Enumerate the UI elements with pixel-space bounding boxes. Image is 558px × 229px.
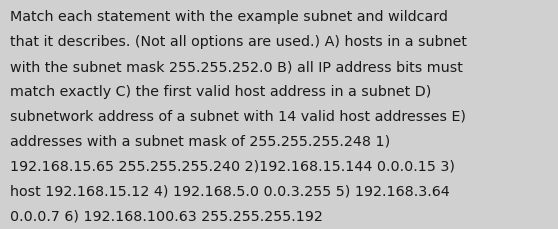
- Text: Match each statement with the example subnet and wildcard: Match each statement with the example su…: [10, 10, 448, 24]
- Text: that it describes. (Not all options are used.) A) hosts in a subnet: that it describes. (Not all options are …: [10, 35, 467, 49]
- Text: addresses with a subnet mask of 255.255.255.248 1): addresses with a subnet mask of 255.255.…: [10, 134, 390, 148]
- Text: 0.0.0.7 6) 192.168.100.63 255.255.255.192: 0.0.0.7 6) 192.168.100.63 255.255.255.19…: [10, 208, 323, 222]
- Text: with the subnet mask 255.255.252.0 B) all IP address bits must: with the subnet mask 255.255.252.0 B) al…: [10, 60, 463, 74]
- Text: host 192.168.15.12 4) 192.168.5.0 0.0.3.255 5) 192.168.3.64: host 192.168.15.12 4) 192.168.5.0 0.0.3.…: [10, 183, 450, 197]
- Text: match exactly C) the first valid host address in a subnet D): match exactly C) the first valid host ad…: [10, 85, 431, 98]
- Text: 192.168.15.65 255.255.255.240 2)192.168.15.144 0.0.0.15 3): 192.168.15.65 255.255.255.240 2)192.168.…: [10, 159, 455, 173]
- Text: subnetwork address of a subnet with 14 valid host addresses E): subnetwork address of a subnet with 14 v…: [10, 109, 466, 123]
